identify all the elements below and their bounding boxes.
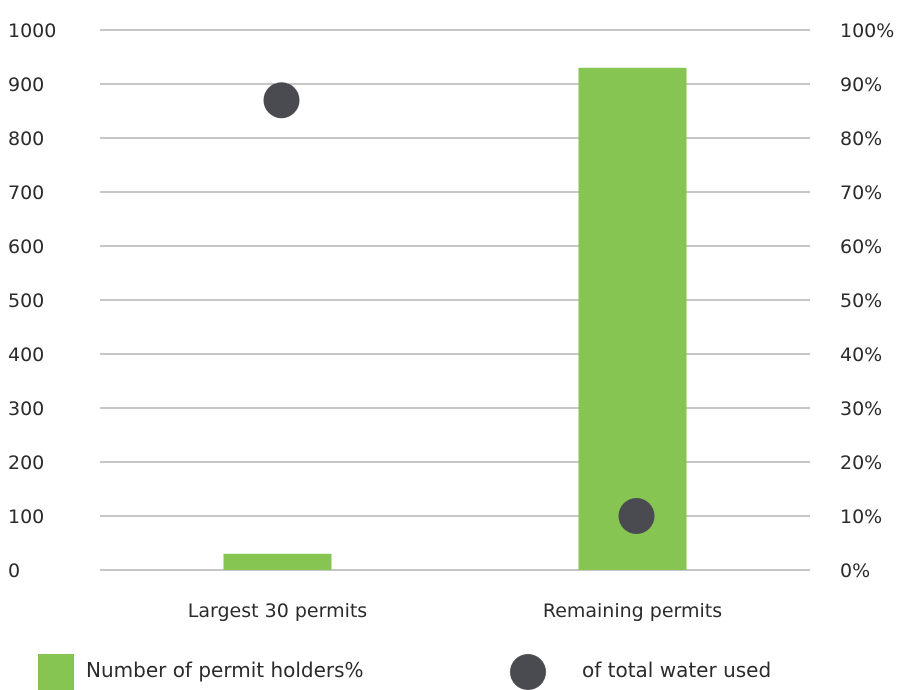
left-tick-label: 500 xyxy=(8,290,44,312)
legend-label-bar: Number of permit holders% xyxy=(86,658,364,682)
bar xyxy=(223,553,332,570)
right-tick-label: 50% xyxy=(840,290,882,312)
right-tick-label: 20% xyxy=(840,452,882,474)
right-tick-label: 90% xyxy=(840,74,882,96)
category-label: Largest 30 permits xyxy=(188,600,367,622)
left-tick-label: 200 xyxy=(8,452,44,474)
legend-swatch-point xyxy=(510,654,546,690)
data-point xyxy=(263,82,300,119)
right-tick-label: 0% xyxy=(840,560,870,582)
left-tick-label: 700 xyxy=(8,182,44,204)
category-label: Remaining permits xyxy=(543,600,722,622)
right-axis-ticks: 0% 10% 20% 30% 40% 50% 60% 70% 80% 90% 100% xyxy=(840,20,894,582)
gridlines xyxy=(100,29,810,571)
point-series xyxy=(263,82,655,534)
right-tick-label: 80% xyxy=(840,128,882,150)
bar xyxy=(578,67,687,571)
right-tick-label: 30% xyxy=(840,398,882,420)
left-axis-ticks: 0 100 200 300 400 500 600 700 800 900 1000 xyxy=(8,20,56,582)
left-tick-label: 100 xyxy=(8,506,44,528)
right-tick-label: 100% xyxy=(840,20,894,42)
bar-series xyxy=(223,67,687,571)
right-tick-label: 60% xyxy=(840,236,882,258)
left-tick-label: 1000 xyxy=(8,20,56,42)
left-tick-label: 600 xyxy=(8,236,44,258)
left-tick-label: 400 xyxy=(8,344,44,366)
left-tick-label: 300 xyxy=(8,398,44,420)
left-tick-label: 0 xyxy=(8,560,20,582)
legend-swatch-bar xyxy=(38,654,74,690)
legend: Number of permit holders% of total water … xyxy=(38,654,771,690)
left-tick-label: 800 xyxy=(8,128,44,150)
left-tick-label: 900 xyxy=(8,74,44,96)
right-tick-label: 70% xyxy=(840,182,882,204)
right-tick-label: 40% xyxy=(840,344,882,366)
category-labels: Largest 30 permits Remaining permits xyxy=(188,600,722,622)
legend-label-point: of total water used xyxy=(582,658,771,682)
data-point xyxy=(618,498,655,534)
right-tick-label: 10% xyxy=(840,506,882,528)
